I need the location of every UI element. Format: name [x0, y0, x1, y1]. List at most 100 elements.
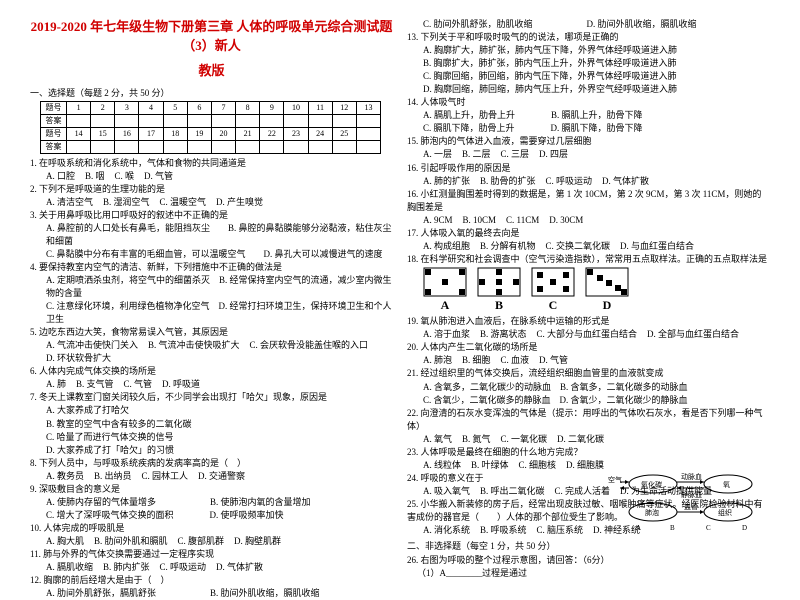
diagram-text: 肺泡 — [645, 508, 659, 517]
option: D. 二氧化碳 — [557, 433, 604, 446]
option: C. 膈肌下降，肋骨上升 D. 膈肌下降，肋骨下降 — [423, 122, 770, 135]
option: D. 与血红蛋白结合 — [620, 240, 694, 253]
option: C. 增大了深呼吸气体交换的面积 D. 使呼吸频率加快 — [46, 509, 393, 522]
options-block: A. 使肺内存留的气体量增多 B. 使肺泡内氧的含量增加C. 增大了深呼吸气体交… — [30, 496, 393, 522]
option: C. 血液 — [501, 354, 530, 367]
question: 20. 人体内产生二氧化碳的场所是 — [407, 341, 770, 354]
question: 8. 下列人员中，与呼吸系统疾病的发病率高的是（ ） — [30, 457, 393, 470]
panel-a: A — [423, 267, 467, 314]
option: B. 氮气 — [462, 433, 491, 446]
options: A. 胸大肌B. 肋间外肌和膈肌C. 腹部肌群D. 胸壁肌群 — [30, 535, 393, 548]
options-block: A. 膈肌上升，肋骨上升 B. 膈肌上升，肋骨下降C. 膈肌下降，肋骨上升 D.… — [407, 109, 770, 135]
question: 7. 冬天上课教室门窗关闭较久后，不少同学会出现打「哈欠」现象，原因是 — [30, 391, 393, 404]
question: 2. 下列不是呼吸道的生理功能的是 — [30, 183, 393, 196]
option: B. 肋骨的扩张 — [480, 175, 536, 188]
question-26: 26. 右图为呼吸的整个过程示意图，请回答：（6分） — [407, 554, 770, 567]
option: A. 吸入氧气 — [423, 485, 470, 498]
question: 21. 经过组织里的气体交换后，流经组织细胞血管里的血液就变成 — [407, 367, 770, 380]
answer-table: 题号 12345678910111213 答案 题号 1415161718192… — [40, 101, 381, 154]
option: C. 园林工人 — [142, 470, 189, 483]
panel-label: C — [531, 297, 575, 314]
diagram-bottom-label: A — [636, 524, 641, 532]
options: A. 9CMB. 10CMC. 11CMD. 30CM — [407, 214, 770, 227]
option: B. 肺内扩张 — [103, 561, 150, 574]
option: C. 完成人活着 — [555, 485, 611, 498]
option: D. 气体扩散 — [602, 175, 649, 188]
diagram-label: 血管 — [684, 502, 698, 511]
option: A. 大家养成了打哈欠 — [46, 404, 393, 417]
option: C. 鼻黏膜中分布有丰富的毛细血管，可以温暖空气 D. 鼻孔大可以减慢进气的速度 — [46, 248, 393, 261]
option: D. 全部与血红蛋白结合 — [647, 328, 739, 341]
option: C. 交换二氧化碳 — [546, 240, 611, 253]
section-2-heading: 二、非选择题（每空 1 分，共 50 分） — [407, 540, 770, 553]
respiration-diagram: 氧化碳 氧 肺泡 组织 动脉血 静脉血 血管 空气 A B C D — [608, 464, 768, 536]
options-block: C. 肋间外肌舒张，肋肌收缩 D. 肋间外肌收缩，膈肌收缩 — [407, 18, 770, 31]
options-block: A. 含氧多，二氧化碳少的动脉血 B. 含氧多，二氧化碳多的动脉血C. 含氧少，… — [407, 381, 770, 407]
panel-label: D — [585, 297, 629, 314]
row-label: 答案 — [41, 114, 67, 127]
options-block: A. 鼻腔前的人口处长有鼻毛，能阻挡灰尘 B. 鼻腔的鼻黏膜能够分泌黏液，粘住灰… — [30, 222, 393, 261]
options: A. 构成组胞B. 分解有机物C. 交换二氧化碳D. 与血红蛋白结合 — [407, 240, 770, 253]
options: A. 氧气 B. 氮气 C. 一氧化碳 D. 二氧化碳 — [407, 433, 770, 446]
option: A. 膈肌收缩 — [46, 561, 93, 574]
options: A. 溶于血浆B. 游离状态C. 大部分与血红蛋白结合D. 全部与血红蛋白结合 — [407, 328, 770, 341]
question: 11. 肺与外界的气体交换需要通过一定程序实现 — [30, 548, 393, 561]
option: C. 呼吸运动 — [160, 561, 207, 574]
option: B. 二层 — [462, 148, 491, 161]
option: A. 一层 — [423, 148, 452, 161]
option: A. 使肺内存留的气体量增多 B. 使肺泡内氧的含量增加 — [46, 496, 393, 509]
option: D. 胸壁肌群 — [234, 535, 281, 548]
table-row: 答案 — [41, 140, 381, 153]
option: A. 9CM — [423, 214, 453, 227]
options-block: A. 胸廓扩大，肺扩张，肺内气压下降，外界气体经呼吸道进入肺B. 胸廓扩大，肺扩… — [407, 44, 770, 96]
option: A. 氧气 — [423, 433, 452, 446]
option: B. 肋间外肌和膈肌 — [94, 535, 168, 548]
option: A. 肺的扩张 — [423, 175, 470, 188]
option: C. 三层 — [501, 148, 530, 161]
question: 13. 下列关于平和呼吸时吸气的的说法，哪项是正确的 — [407, 31, 770, 44]
question: 14. 人体吸气时 — [407, 96, 770, 109]
question: 10. 人体完成的呼吸肌是 — [30, 522, 393, 535]
option: C. 一氧化碳 — [501, 433, 548, 446]
question: 15. 肺泡内的气体进入血液，需要穿过几层细胞 — [407, 135, 770, 148]
option: B. 呼出二氧化碳 — [480, 485, 545, 498]
diagram-text: 氧化碳 — [641, 480, 662, 489]
option: C. 温暖空气 — [160, 196, 207, 209]
option: C. 脑压系统 — [537, 524, 584, 537]
option: A. 口腔 — [46, 170, 75, 183]
question: 16. 引起呼吸作用的原因是 — [407, 162, 770, 175]
options-block: A. 定期喷洒杀虫剂，将空气中的细菌杀灭 B. 经常保持室内空气的流通，减少室内… — [30, 274, 393, 326]
options: A. 膈肌收缩B. 肺内扩张C. 呼吸运动D. 气体扩散 — [30, 561, 393, 574]
diagram-bottom-label: B — [670, 524, 675, 532]
option: A. 清洁空气 — [46, 196, 93, 209]
option: D. 四层 — [539, 148, 568, 161]
question: 4. 要保持教室内空气的清洁、新鲜，下列措施中不正确的做法是 — [30, 261, 393, 274]
right-questions-top: C. 肋间外肌舒张，肋肌收缩 D. 肋间外肌收缩，膈肌收缩13. 下列关于平和呼… — [407, 18, 770, 266]
option: A. 线粒体 — [423, 459, 461, 472]
table-row: 答案 — [41, 114, 381, 127]
options: A. 清洁空气B. 湿润空气C. 温暖空气D. 产生嗅觉 — [30, 196, 393, 209]
option: A. 肋间外肌舒张，膈肌舒张 B. 肋间外肌收缩，膈肌收缩 — [46, 587, 393, 600]
question: 12. 胸廓的前后经增大是由于（ ） — [30, 574, 393, 587]
option: A. 含氧多，二氧化碳少的动脉血 B. 含氧多，二氧化碳多的动脉血 — [423, 381, 770, 394]
options: A. 肺泡B. 细胞C. 血液D. 气管 — [407, 354, 770, 367]
question: 18. 在科学研究和社会调查中（空气污染造指数），常常用五点取样法。正确的五点取… — [407, 253, 770, 266]
left-column: 2019-2020 年七年级生物下册第三章 人体的呼吸单元综合测试题（3）新人 … — [30, 18, 393, 544]
question: 6. 人体内完成气体交换的场所是 — [30, 365, 393, 378]
left-questions: 1. 在呼吸系统和消化系统中，气体和食物的共同通道是A. 口腔B. 咽C. 喉D… — [30, 157, 393, 600]
question: 3. 关于用鼻呼吸比用口呼吸好的叙述中不正确的是 — [30, 209, 393, 222]
option: D. 30CM — [549, 214, 583, 227]
options-block: A. 大家养成了打哈欠B. 教室的空气中含有较多的二氧化碳C. 哈量了而进行气体… — [30, 404, 393, 456]
option: B. 气流冲击使快吸扩大 — [148, 339, 240, 352]
option: A. 胸廓扩大，肺扩张，肺内气压下降，外界气体经呼吸道进入肺 — [423, 44, 770, 57]
option: C. 呼吸运动 — [546, 175, 593, 188]
option: C. 哈量了而进行气体交换的信号 — [46, 431, 393, 444]
option: D. 环状软骨扩大 — [46, 352, 111, 365]
option: D. 交通警察 — [198, 470, 245, 483]
question: 17. 人体吸入氧的最终去向是 — [407, 227, 770, 240]
row-label: 答案 — [41, 140, 67, 153]
option: A. 膈肌上升，肋骨上升 B. 膈肌上升，肋骨下降 — [423, 109, 770, 122]
question: 1. 在呼吸系统和消化系统中，气体和食物的共同通道是 — [30, 157, 393, 170]
option: B. 咽 — [85, 170, 105, 183]
row-label: 题号 — [41, 127, 67, 140]
